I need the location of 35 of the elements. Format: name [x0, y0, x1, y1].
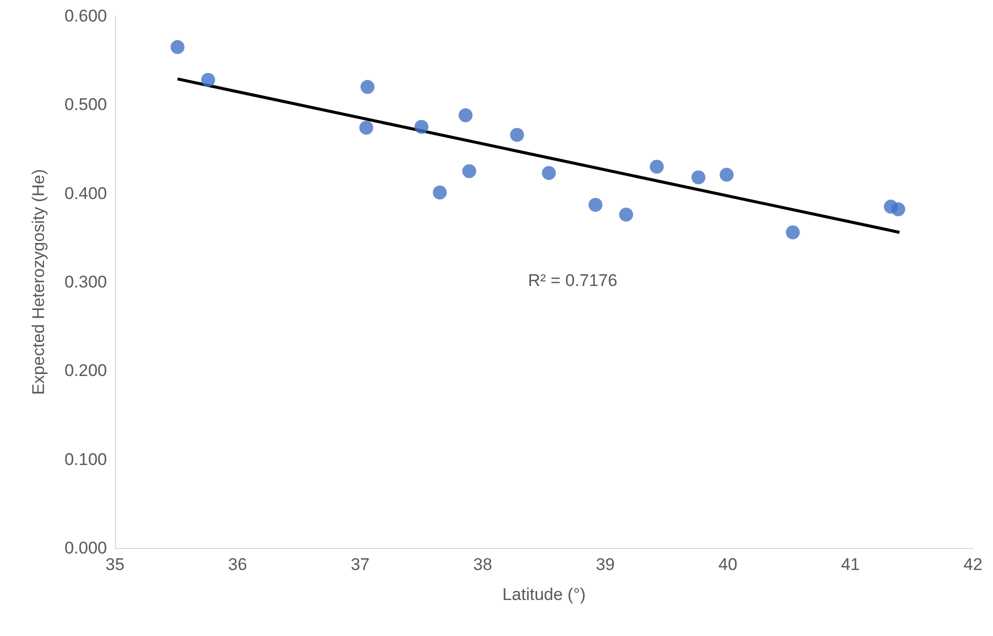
x-tick-label: 39 — [596, 555, 615, 574]
x-tick-label: 37 — [350, 555, 370, 574]
y-tick-label: 0.000 — [64, 538, 107, 558]
point — [432, 185, 447, 200]
point — [458, 108, 473, 122]
point — [414, 120, 428, 134]
y-axis-title: Expected Heterozygosity (He) — [29, 169, 48, 395]
point — [891, 202, 906, 216]
point — [201, 72, 216, 87]
point — [359, 120, 374, 135]
y-tick-label: 0.500 — [64, 95, 107, 114]
point — [170, 40, 185, 54]
y-tick-label: 0.200 — [64, 361, 107, 380]
point — [619, 208, 634, 222]
x-tick-label: 41 — [840, 555, 860, 574]
point — [720, 168, 734, 182]
x-tick-label: 36 — [228, 555, 248, 574]
point — [650, 160, 664, 174]
x-tick-label: 38 — [473, 555, 492, 574]
point — [691, 170, 706, 184]
x-axis-title: Latitude (°) — [502, 585, 586, 604]
y-tick-label: 0.100 — [64, 450, 107, 469]
annotation: R² = 0.7176 — [528, 271, 618, 290]
y-tick-label: 0.300 — [64, 272, 107, 292]
point — [786, 225, 800, 240]
point — [588, 198, 602, 212]
point — [360, 80, 374, 94]
x-tick-label: 35 — [106, 555, 124, 574]
y-tick-label: 0.600 — [64, 6, 107, 26]
point — [510, 128, 524, 142]
y-tick-label: 0.400 — [64, 184, 107, 203]
x-tick-label: 40 — [718, 555, 738, 574]
point — [542, 166, 556, 180]
x-tick-label: 42 — [964, 555, 982, 574]
point — [462, 164, 476, 178]
